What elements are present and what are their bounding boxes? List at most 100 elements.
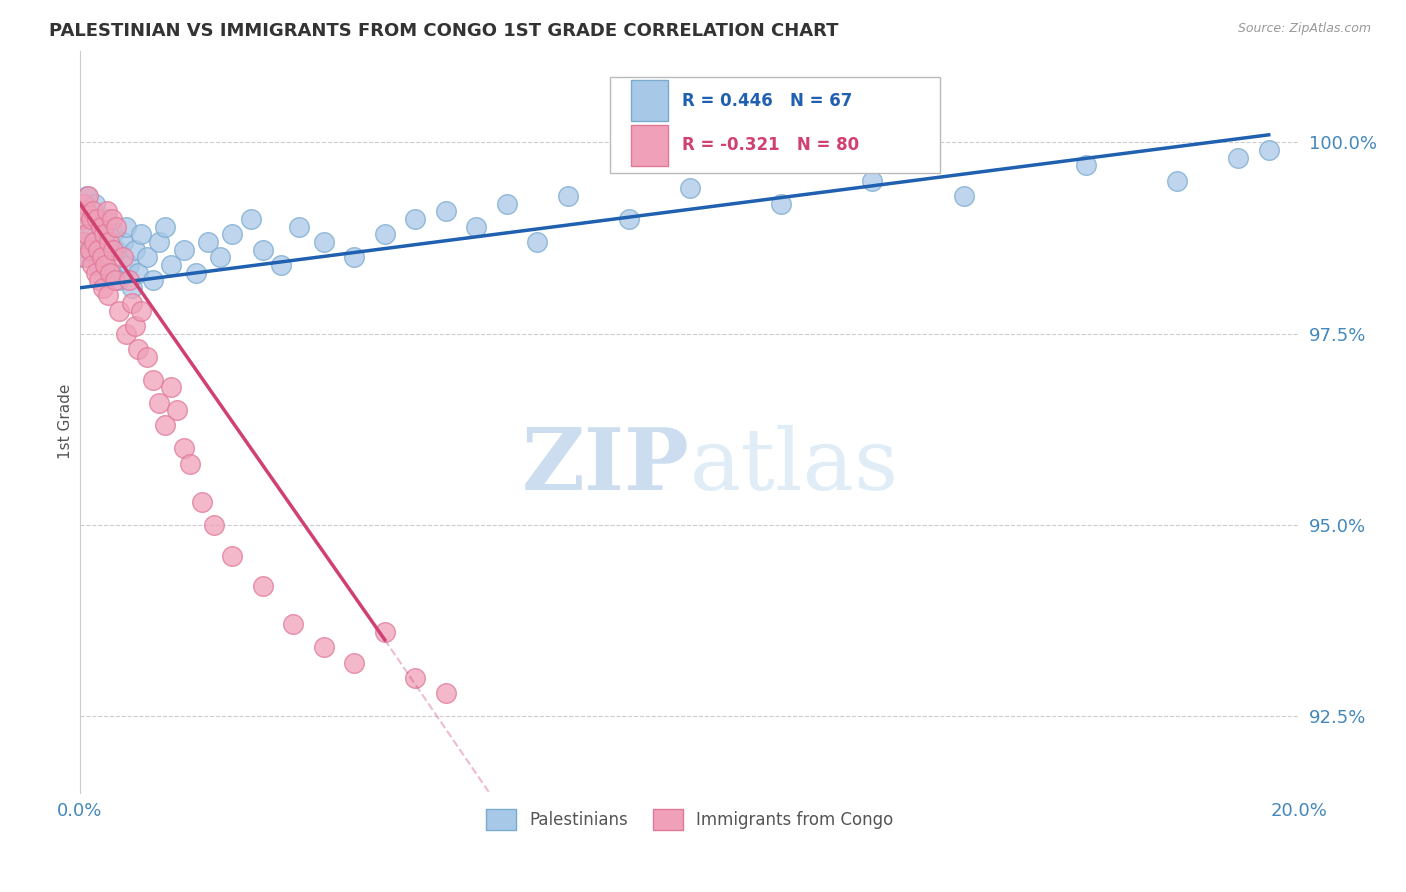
- Point: [557, 189, 579, 203]
- Text: Source: ZipAtlas.com: Source: ZipAtlas.com: [1237, 22, 1371, 36]
- Point: [90, 219, 112, 234]
- Point: [495, 196, 517, 211]
- Point: [80, 211, 103, 226]
- Point: [404, 671, 426, 685]
- Point: [209, 250, 232, 264]
- Point: [288, 219, 311, 234]
- Point: [121, 296, 143, 310]
- Point: [75, 204, 97, 219]
- Point: [104, 273, 127, 287]
- Point: [90, 250, 112, 264]
- Point: [374, 227, 396, 242]
- Point: [124, 243, 146, 257]
- Point: [221, 227, 243, 242]
- Bar: [631, 125, 668, 166]
- Text: ZIP: ZIP: [522, 425, 689, 508]
- Point: [769, 196, 792, 211]
- Point: [94, 258, 117, 272]
- Point: [105, 219, 128, 234]
- Point: [105, 243, 128, 257]
- Point: [80, 211, 103, 226]
- Point: [96, 211, 118, 226]
- Point: [1227, 151, 1250, 165]
- Point: [197, 235, 219, 249]
- Point: [79, 243, 101, 257]
- Point: [129, 227, 152, 242]
- Text: atlas: atlas: [689, 425, 898, 508]
- Point: [108, 273, 131, 287]
- Point: [374, 625, 396, 640]
- Point: [103, 227, 125, 242]
- Point: [1257, 143, 1279, 157]
- Point: [80, 235, 103, 249]
- Point: [617, 211, 640, 226]
- Point: [72, 235, 94, 249]
- Point: [434, 686, 457, 700]
- Point: [93, 250, 115, 264]
- Point: [98, 235, 121, 249]
- Point: [96, 204, 118, 219]
- Point: [80, 258, 103, 272]
- Point: [465, 219, 488, 234]
- Point: [252, 243, 274, 257]
- Point: [239, 211, 262, 226]
- Y-axis label: 1st Grade: 1st Grade: [58, 384, 73, 459]
- Point: [434, 204, 457, 219]
- Point: [98, 266, 121, 280]
- Text: R = -0.321   N = 80: R = -0.321 N = 80: [682, 136, 859, 154]
- Bar: [631, 80, 668, 121]
- Point: [862, 174, 884, 188]
- Point: [108, 303, 131, 318]
- Point: [76, 189, 98, 203]
- Point: [121, 281, 143, 295]
- Point: [73, 250, 96, 264]
- Point: [82, 204, 104, 219]
- Point: [148, 395, 170, 409]
- Point: [179, 457, 201, 471]
- Point: [136, 250, 159, 264]
- Point: [202, 517, 225, 532]
- Point: [270, 258, 292, 272]
- FancyBboxPatch shape: [610, 77, 939, 173]
- Point: [312, 640, 335, 655]
- Point: [75, 227, 97, 242]
- Point: [83, 235, 105, 249]
- Point: [184, 266, 207, 280]
- Point: [343, 656, 366, 670]
- Point: [87, 243, 110, 257]
- Point: [129, 303, 152, 318]
- Point: [117, 258, 139, 272]
- Point: [114, 326, 136, 341]
- Point: [77, 189, 100, 203]
- Point: [72, 250, 94, 264]
- Point: [114, 219, 136, 234]
- Point: [312, 235, 335, 249]
- Point: [148, 235, 170, 249]
- Point: [252, 579, 274, 593]
- Point: [127, 266, 149, 280]
- Point: [283, 617, 305, 632]
- Point: [124, 319, 146, 334]
- Point: [155, 219, 177, 234]
- Point: [111, 250, 134, 264]
- Point: [160, 258, 183, 272]
- Point: [70, 211, 93, 226]
- Point: [84, 266, 107, 280]
- Point: [73, 204, 96, 219]
- Point: [160, 380, 183, 394]
- Point: [97, 288, 120, 302]
- Point: [136, 350, 159, 364]
- Point: [155, 418, 177, 433]
- Point: [142, 373, 165, 387]
- Point: [404, 211, 426, 226]
- Point: [953, 189, 976, 203]
- Point: [191, 495, 214, 509]
- Point: [90, 219, 112, 234]
- Point: [343, 250, 366, 264]
- Legend: Palestinians, Immigrants from Congo: Palestinians, Immigrants from Congo: [479, 803, 900, 837]
- Point: [87, 258, 110, 272]
- Point: [142, 273, 165, 287]
- Point: [93, 227, 115, 242]
- Point: [84, 196, 107, 211]
- Point: [100, 211, 122, 226]
